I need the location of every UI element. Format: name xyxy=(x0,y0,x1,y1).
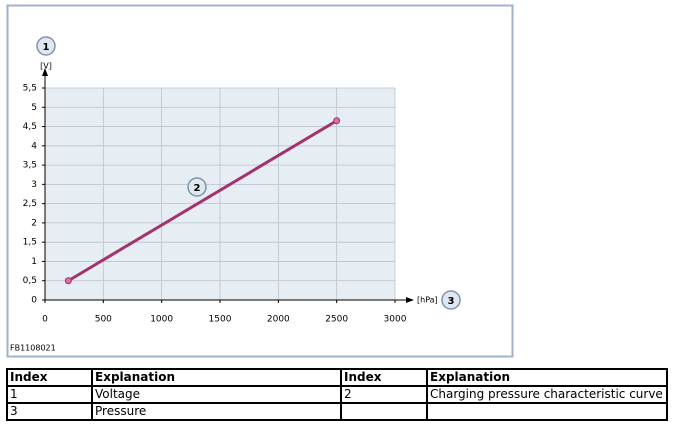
data-point xyxy=(333,117,341,125)
x-tick-label: 1000 xyxy=(150,315,173,325)
header-cell: Explanation xyxy=(91,368,342,387)
x-tick-label: 1500 xyxy=(209,315,232,325)
y-tick-label: 1,5 xyxy=(23,238,37,248)
y-tick-label: 2 xyxy=(31,218,37,228)
plot: 0 0,5 1 1,5 2 2,5 3 3,5 4 4,5 5 5,5 0 500 1000 1500 2000… xyxy=(23,84,407,325)
y-axis-label: [V] xyxy=(40,62,52,71)
callout-circle xyxy=(36,36,56,56)
data-line xyxy=(67,119,338,283)
cell: Pressure xyxy=(91,402,342,421)
y-tick-label: 2,5 xyxy=(23,199,37,209)
callout-label: 3 xyxy=(448,296,455,307)
data-point xyxy=(64,277,72,285)
x-tick-label: 2000 xyxy=(267,315,290,325)
cell: Voltage xyxy=(91,385,342,404)
x-axis-arrow xyxy=(406,297,414,303)
y-tick-label: 0,5 xyxy=(23,276,37,286)
cell: 1 xyxy=(6,385,93,404)
table-row: 3 Pressure xyxy=(6,402,668,421)
figure-id: FB1108021 xyxy=(10,344,56,353)
cell xyxy=(340,402,428,421)
y-tick-label: 1 xyxy=(31,257,37,267)
header-cell: Explanation xyxy=(426,368,668,387)
callout-label: 1 xyxy=(43,42,50,53)
callout-circle xyxy=(441,290,461,310)
table-row: 1 Voltage 2 Charging pressure characteri… xyxy=(6,385,668,404)
y-tick-label: 3,5 xyxy=(23,161,37,171)
header-cell: Index xyxy=(6,368,93,387)
x-tick-label: 500 xyxy=(95,315,112,325)
y-tick-label: 4,5 xyxy=(23,122,37,132)
x-tick-label: 2500 xyxy=(325,315,348,325)
x-axis-label: [hPa] xyxy=(417,296,438,305)
callout-label: 2 xyxy=(194,183,201,194)
legend-table: Index Explanation Index Explanation 1 Vo… xyxy=(6,368,668,421)
y-tick-label: 5,5 xyxy=(23,84,37,94)
figure: 0 0,5 1 1,5 2 2,5 3 3,5 4 4,5 5 5,5 0 500 1000 1500 2000… xyxy=(6,4,514,358)
y-tick-label: 3 xyxy=(31,180,37,190)
cell: Charging pressure characteristic curve xyxy=(426,385,668,404)
y-tick-label: 5 xyxy=(31,103,37,113)
header-cell: Index xyxy=(340,368,428,387)
y-tick-label: 4 xyxy=(31,141,37,151)
x-tick-label: 3000 xyxy=(384,315,407,325)
table-header: Index Explanation Index Explanation xyxy=(6,368,668,387)
cell: 2 xyxy=(340,385,428,404)
y-axis-arrow xyxy=(42,68,48,76)
callout-circle xyxy=(187,177,207,197)
cell xyxy=(426,402,668,421)
x-tick-label: 0 xyxy=(42,315,48,325)
y-tick-label: 0 xyxy=(31,296,37,306)
cell: 3 xyxy=(6,402,93,421)
